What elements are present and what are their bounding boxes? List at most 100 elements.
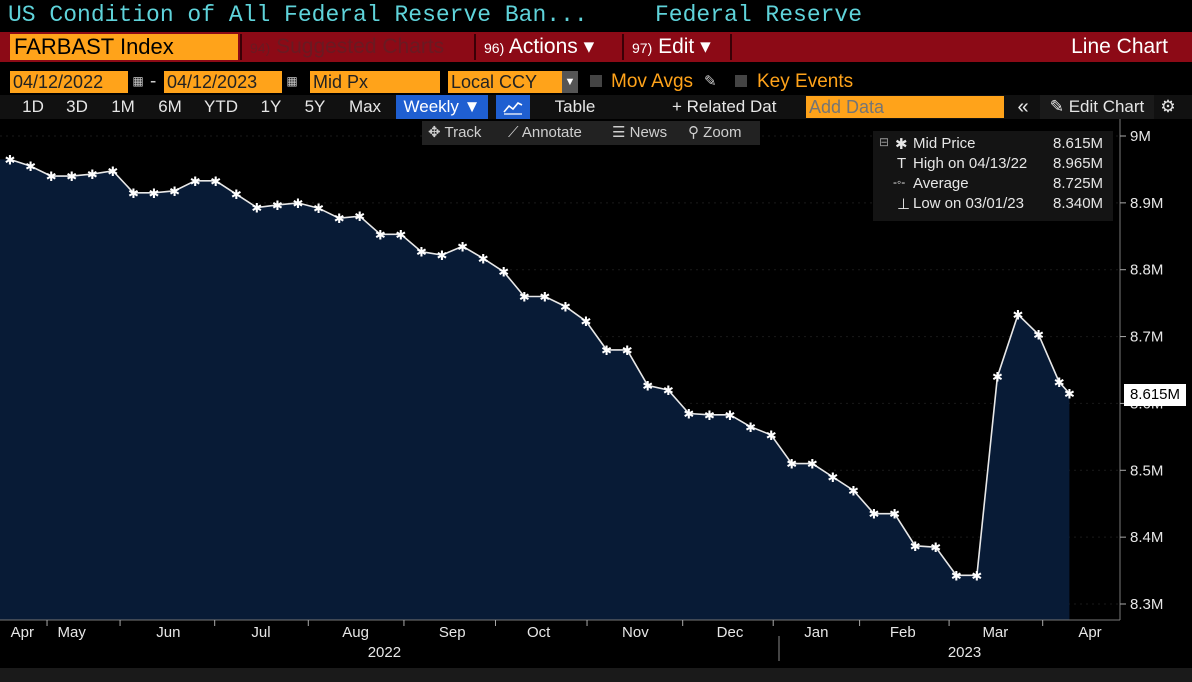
chart-type-label[interactable]: Line Chart (1071, 35, 1168, 58)
data-point-marker: ✱ (1013, 309, 1024, 324)
end-date-field[interactable]: 04/12/2023 (164, 71, 282, 93)
data-point-marker: ✱ (107, 165, 118, 180)
x-tick-label: Jan (804, 624, 828, 641)
timeframe-5y[interactable]: 5Y (304, 97, 326, 116)
x-axis-ticks: Apr May Jun Jul Aug Sep Oct Nov Dec Jan Feb Mar Apr 2… (11, 620, 1102, 661)
data-point-marker: ✱ (683, 407, 694, 422)
x-tick-label: Apr (1078, 624, 1101, 641)
x-tick-label: Oct (527, 624, 551, 641)
related-data-button[interactable]: + Related Dat (672, 97, 777, 116)
data-point-marker: ✱ (786, 458, 797, 473)
dropdown-arrow-icon: ▼ (562, 71, 578, 93)
x-tick-label: May (58, 624, 87, 641)
calendar-icon[interactable]: ▦ (286, 74, 298, 88)
mov-avgs-checkbox[interactable] (590, 75, 602, 87)
zoom-button[interactable]: ⚲ Zoom (688, 121, 742, 145)
x-tick-label: Jun (156, 624, 180, 641)
legend-low-value: 8.340M (1053, 195, 1104, 212)
news-button[interactable]: ☰ News (612, 121, 667, 145)
y-tick-label: 8.4M (1130, 529, 1163, 546)
x-tick-label: Feb (890, 624, 916, 641)
legend-mid-label: Mid Price (913, 135, 976, 152)
pencil-icon[interactable]: ✎ (704, 73, 717, 90)
track-button[interactable]: ✥ Track (428, 121, 481, 145)
area-fill (0, 159, 1070, 620)
price-line (9, 158, 1070, 577)
timeframe-3d[interactable]: 3D (66, 97, 88, 116)
chart-legend: ⊟ ✱ Mid Price 8.615M T High on 04/13/22 … (873, 131, 1113, 221)
data-point-marker: ✱ (334, 212, 345, 227)
year-label: 2023 (948, 644, 981, 661)
calendar-icon[interactable]: ▦ (132, 74, 144, 88)
track-label: Track (444, 124, 482, 141)
line-chart-icon (503, 102, 523, 115)
timeframe-ytd[interactable]: YTD (204, 97, 238, 116)
legend-low-label: Low on 03/01/23 (913, 195, 1024, 212)
edit-number: 97) (632, 40, 653, 56)
data-point-marker: ✱ (478, 252, 489, 267)
add-data-input[interactable] (806, 96, 1004, 118)
legend-mid-value: 8.615M (1053, 135, 1104, 152)
currency-selector[interactable]: Local CCY ▼ (448, 71, 578, 93)
data-markers: ✱ ✱✱ ✱ ✱ ✱✱ ✱ ✱✱ ✱✱✱ ✱ ✱ ✱✱ ✱✱ ✱✱ ✱✱✱✱✱ ✱✱✱✱ ✱✱ ✱✱ ✱ ✱✱✱✱ ✱… (5, 153, 1075, 584)
data-point-marker: ✱ (5, 153, 16, 168)
data-point-marker: ✱ (827, 471, 838, 486)
chart-mode-button[interactable] (496, 95, 530, 119)
data-point-marker: ✱ (46, 170, 57, 185)
key-events-checkbox[interactable] (735, 75, 747, 87)
edit-chart-button[interactable]: ✎ Edit Chart (1040, 95, 1154, 119)
annotate-button[interactable]: ⟋ Annotate (508, 121, 582, 145)
data-point-marker: ✱ (437, 249, 448, 264)
start-date-field[interactable]: 04/12/2022 (10, 71, 128, 93)
chart-toolbar: ✥ Track ⟋ Annotate ☰ News ⚲ Zoom (422, 121, 760, 145)
data-point-marker: ✱ (190, 175, 201, 190)
annotate-icon: ⟋ (508, 124, 522, 141)
timeframe-max[interactable]: Max (348, 97, 382, 116)
gear-icon[interactable]: ⚙ (1160, 97, 1176, 116)
y-tick-label: 8.7M (1130, 329, 1163, 346)
timeframe-6m[interactable]: 6M (158, 97, 182, 116)
legend-mid-symbol: ✱ (895, 136, 908, 153)
field-selector[interactable]: Mid Px (310, 71, 440, 93)
timeframe-1m[interactable]: 1M (111, 97, 135, 116)
data-point-marker: ✱ (66, 170, 77, 185)
edit-menu[interactable]: 97) Edit ▾ (632, 34, 711, 60)
legend-high-label: High on 04/13/22 (913, 155, 1028, 172)
data-point-marker: ✱ (869, 508, 880, 523)
data-point-marker: ✱ (457, 240, 468, 255)
legend-avg-symbol: -◦- (893, 175, 906, 189)
data-point-marker: ✱ (354, 210, 365, 225)
zoom-label: Zoom (703, 124, 742, 141)
data-point-marker: ✱ (807, 458, 818, 473)
data-point-marker: ✱ (704, 409, 715, 424)
data-point-marker: ✱ (272, 199, 283, 214)
periodicity-selector[interactable]: Weekly ▼ (396, 95, 488, 119)
menu-separator (622, 34, 624, 60)
data-point-marker: ✱ (87, 168, 98, 183)
data-point-marker: ✱ (169, 185, 180, 200)
data-point-marker: ✱ (313, 202, 324, 217)
menu-separator (474, 34, 476, 60)
current-value-tag: 8.615M (1124, 384, 1186, 406)
source-label: Federal Reserve (655, 2, 863, 28)
data-point-marker: ✱ (971, 569, 982, 584)
collapse-legend-icon[interactable]: ⊟ (879, 135, 890, 149)
table-button[interactable]: Table (554, 97, 596, 116)
timeframe-1d[interactable]: 1D (22, 97, 44, 116)
legend-avg-label: Average (913, 175, 969, 192)
timeframe-1y[interactable]: 1Y (260, 97, 282, 116)
date-separator: - (150, 71, 157, 92)
y-tick-label: 9M (1130, 128, 1151, 145)
edit-label: Edit ▾ (658, 35, 711, 58)
data-point-marker: ✱ (375, 228, 386, 243)
news-label: News (629, 124, 668, 141)
data-point-marker: ✱ (910, 540, 921, 555)
collapse-button[interactable]: « (1017, 96, 1029, 118)
x-tick-label: Sep (439, 624, 466, 641)
ticker-field[interactable]: FARBAST Index (10, 34, 238, 60)
data-point-marker: ✱ (848, 484, 859, 499)
actions-menu[interactable]: 96) Actions ▾ (484, 34, 594, 60)
data-point-marker: ✱ (519, 290, 530, 305)
suggested-charts-button[interactable]: 94) Suggested Charts (250, 34, 444, 60)
suggested-charts-label: Suggested Charts (276, 35, 445, 58)
